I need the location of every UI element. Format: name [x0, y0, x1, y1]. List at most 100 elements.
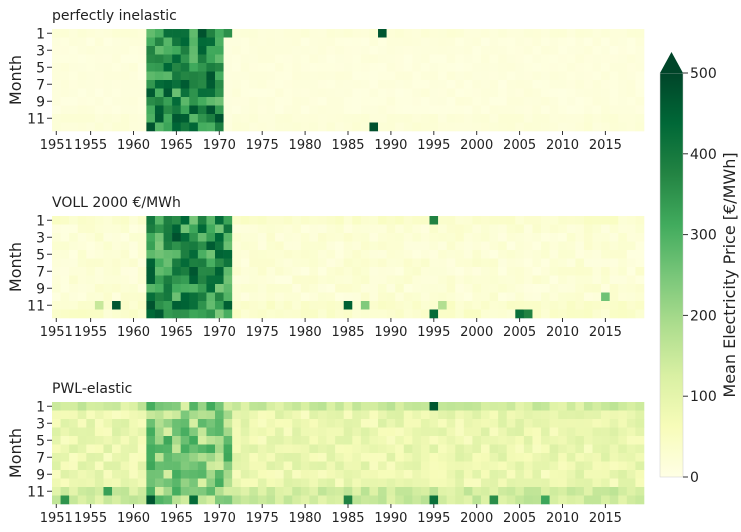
heatmap-cell	[137, 275, 147, 285]
heatmap-cell	[120, 284, 130, 293]
heatmap-cell	[77, 29, 87, 38]
heatmap-cell	[378, 71, 387, 81]
heatmap-cell	[575, 37, 585, 47]
heatmap-cell	[300, 478, 310, 488]
heatmap-cell	[326, 80, 336, 89]
heatmap-cell	[154, 478, 164, 488]
heatmap-cell	[77, 224, 87, 234]
heatmap-cell	[378, 495, 387, 505]
heatmap-cell	[172, 54, 181, 64]
heatmap-cell	[223, 71, 233, 81]
heatmap-cell	[223, 461, 233, 471]
heatmap-cell	[146, 71, 156, 81]
heatmap-cell	[206, 80, 216, 89]
heatmap-cell	[532, 224, 542, 234]
heatmap-cell	[309, 105, 319, 115]
x-tick-label: 1960	[117, 138, 150, 153]
heatmap-cell	[360, 309, 370, 319]
heatmap-cell	[317, 54, 327, 64]
heatmap-cell	[77, 309, 87, 319]
heatmap-cell	[429, 37, 439, 47]
heatmap-cell	[403, 241, 413, 251]
heatmap-cell	[506, 46, 516, 55]
heatmap-cell	[515, 37, 525, 47]
heatmap-cell	[103, 88, 113, 98]
heatmap-cell	[601, 461, 610, 471]
heatmap-cell	[446, 241, 456, 251]
heatmap-cell	[94, 470, 104, 479]
heatmap-cell	[369, 97, 379, 106]
heatmap-cell	[317, 71, 327, 81]
heatmap-cell	[532, 275, 542, 285]
heatmap-cell	[317, 46, 327, 55]
heatmap-cell	[558, 88, 568, 98]
heatmap-cell	[112, 453, 121, 462]
heatmap-cell	[360, 444, 370, 454]
heatmap-cell	[472, 37, 482, 47]
heatmap-cell	[386, 233, 396, 242]
heatmap-cell	[558, 427, 568, 437]
heatmap-cell	[498, 122, 508, 132]
heatmap-cell	[626, 292, 636, 302]
heatmap-cell	[112, 258, 121, 268]
heatmap-cell	[103, 71, 113, 81]
heatmap-cell	[609, 63, 619, 72]
heatmap-cell	[635, 410, 645, 420]
heatmap-cell	[292, 241, 302, 251]
heatmap-cell	[206, 258, 216, 268]
heatmap-cell	[618, 461, 628, 471]
heatmap-cell	[480, 250, 490, 259]
heatmap-cell	[566, 88, 576, 98]
heatmap-cell	[249, 97, 259, 106]
heatmap-cell	[180, 114, 190, 123]
heatmap-cell	[395, 444, 405, 454]
heatmap-cell	[60, 284, 70, 293]
heatmap-cell	[412, 71, 422, 81]
heatmap-cell	[472, 444, 482, 454]
heatmap-cell	[69, 444, 79, 454]
heatmap-cell	[626, 241, 636, 251]
heatmap-cell	[549, 114, 559, 123]
heatmap-cell	[566, 478, 576, 488]
heatmap-cell	[60, 410, 70, 420]
x-tick-label: 1955	[74, 325, 107, 340]
heatmap-cell	[566, 444, 576, 454]
heatmap-cell	[335, 114, 345, 123]
heatmap-cell	[343, 46, 353, 55]
heatmap-cell	[275, 495, 284, 505]
heatmap-cell	[395, 478, 405, 488]
y-tick-label: 7	[36, 77, 45, 93]
heatmap-cell	[489, 46, 499, 55]
heatmap-cell	[146, 301, 156, 310]
heatmap-cell	[103, 97, 113, 106]
heatmap-cell	[635, 37, 645, 47]
heatmap-cell	[215, 419, 224, 428]
heatmap-cell	[498, 97, 508, 106]
heatmap-cell	[566, 301, 576, 310]
heatmap-cell	[215, 410, 224, 420]
heatmap-cell	[206, 453, 216, 462]
heatmap-cell	[60, 258, 70, 268]
heatmap-cell	[249, 241, 259, 251]
heatmap-cell	[215, 71, 224, 81]
heatmap-cell	[378, 427, 387, 437]
heatmap-cell	[558, 46, 568, 55]
heatmap-cell	[129, 122, 139, 132]
heatmap-cell	[215, 309, 224, 319]
heatmap-cell	[378, 37, 387, 47]
heatmap-cell	[480, 71, 490, 81]
heatmap-cell	[583, 478, 593, 488]
heatmap-cell	[506, 402, 516, 411]
heatmap-cell	[129, 97, 139, 106]
heatmap-cell	[154, 461, 164, 471]
heatmap-cell	[378, 478, 387, 488]
heatmap-cell	[609, 427, 619, 437]
heatmap-cell	[506, 37, 516, 47]
heatmap-cell	[438, 453, 447, 462]
heatmap-cell	[403, 436, 413, 445]
heatmap-cell	[206, 444, 216, 454]
heatmap-cell	[94, 216, 104, 225]
heatmap-cell	[343, 453, 353, 462]
heatmap-cell	[472, 292, 482, 302]
